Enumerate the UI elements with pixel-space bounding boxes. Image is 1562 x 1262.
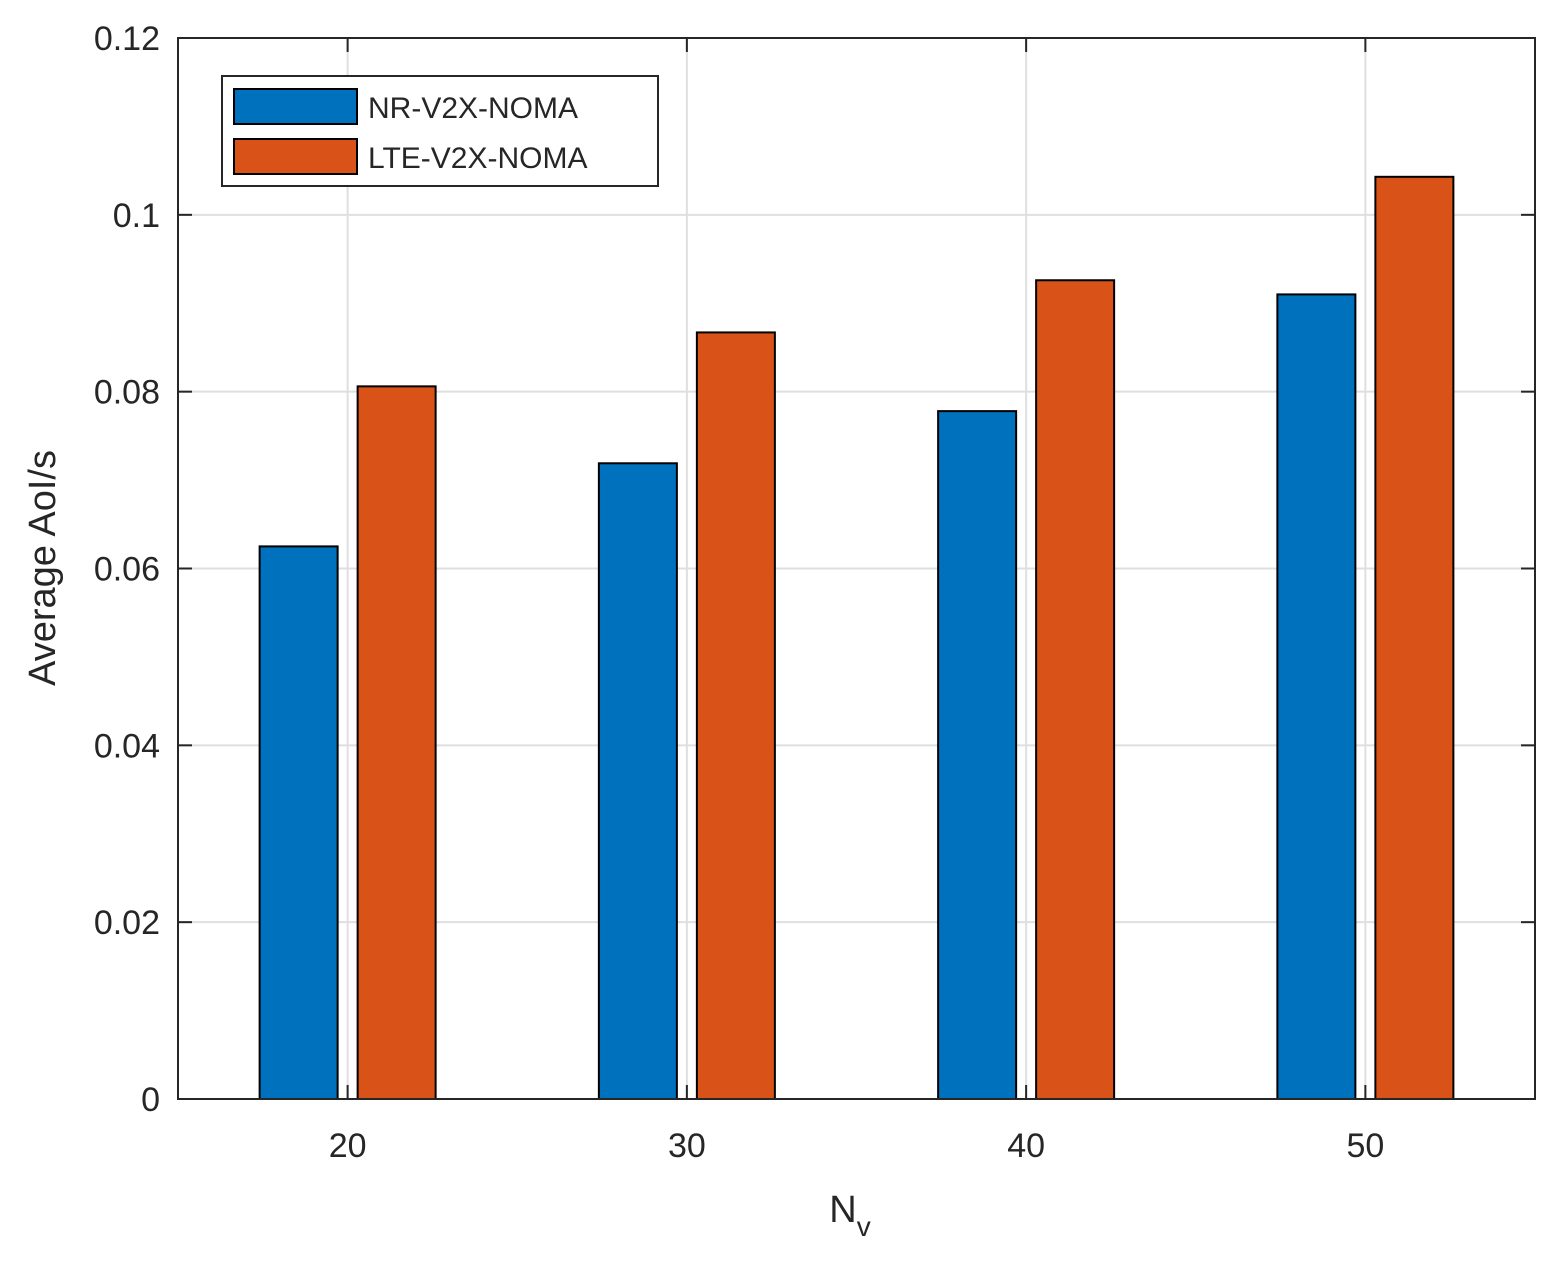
legend-label-nr-v2x-noma: NR-V2X-NOMA	[368, 92, 578, 125]
y-tick-label: 0.12	[94, 20, 160, 58]
bar-nr-v2x-noma-40	[937, 410, 1018, 1100]
y-tick-label: 0.08	[94, 374, 160, 412]
legend: NR-V2X-NOMA LTE-V2X-NOMA	[221, 75, 659, 187]
bar-lte-v2x-noma-20	[356, 385, 437, 1100]
axes	[177, 37, 1536, 1100]
y-tick-label: 0.04	[94, 727, 160, 765]
bar-nr-v2x-noma-20	[258, 545, 339, 1100]
legend-swatch-lte-v2x-noma	[233, 138, 358, 175]
y-axis-label: Average AoI/s	[22, 450, 64, 686]
bar-nr-v2x-noma-30	[597, 462, 678, 1100]
bars	[258, 175, 1455, 1101]
y-tick-label: 0.06	[94, 551, 160, 589]
x-tick-label: 40	[1007, 1127, 1045, 1165]
bar-lte-v2x-noma-40	[1035, 279, 1116, 1100]
axes-box	[177, 37, 1536, 1100]
tick-labels: 0 0.02 0.04 0.06 0.08 0.1 0.12 20 30 40 50	[94, 20, 1384, 1165]
bar-lte-v2x-noma-50	[1374, 175, 1455, 1101]
bar-lte-v2x-noma-30	[695, 331, 776, 1100]
x-tick-label: 20	[329, 1127, 367, 1165]
y-tick-label: 0.1	[113, 197, 160, 235]
x-axis-label: Nv	[829, 1189, 870, 1242]
legend-label-lte-v2x-noma: LTE-V2X-NOMA	[368, 142, 587, 175]
x-axis-label-main: N	[829, 1189, 856, 1231]
y-tick-label: 0.02	[94, 904, 160, 942]
x-tick-label: 30	[668, 1127, 706, 1165]
bar-nr-v2x-noma-50	[1276, 293, 1357, 1100]
x-axis-label-subscript: v	[857, 1211, 871, 1242]
x-tick-label: 50	[1346, 1127, 1384, 1165]
y-tick-label: 0	[141, 1081, 160, 1119]
legend-swatch-nr-v2x-noma	[233, 88, 358, 125]
